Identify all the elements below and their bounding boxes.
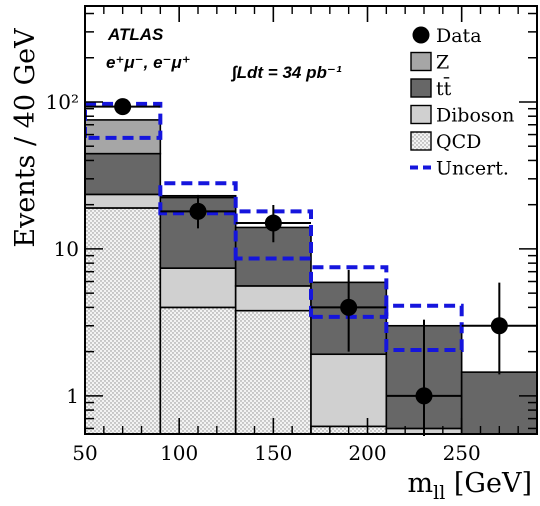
legend: Data Ztt̄ Diboson QCD Uncert. bbox=[410, 25, 514, 180]
x-tick-label: 250 bbox=[443, 441, 481, 465]
data-point bbox=[491, 317, 508, 334]
y-tick-label: 1 bbox=[66, 384, 79, 408]
legend-swatch-tt bbox=[411, 79, 431, 97]
legend-label-diboson: Diboson bbox=[436, 105, 514, 127]
bar-qcd bbox=[160, 307, 235, 436]
bar-diboson bbox=[85, 194, 160, 208]
data-point bbox=[265, 215, 282, 232]
y-tick-label: 10² bbox=[46, 90, 79, 114]
bar-diboson bbox=[160, 268, 235, 307]
legend-swatch-diboson bbox=[411, 106, 431, 124]
x-tick-label: 100 bbox=[160, 441, 198, 465]
data-point bbox=[114, 98, 131, 115]
lumi-label: ∫Ldt = 34 pb⁻¹ bbox=[230, 63, 342, 82]
channel-label: e⁺μ⁻, e⁻μ⁺ bbox=[106, 53, 191, 72]
data-point bbox=[340, 299, 357, 316]
legend-label-tt: tt̄ bbox=[436, 76, 452, 100]
x-tick-label: 50 bbox=[72, 441, 97, 465]
x-axis-label: mll [GeV] bbox=[408, 468, 532, 504]
legend-label-data: Data bbox=[436, 25, 482, 47]
bar-qcd bbox=[236, 311, 311, 436]
data-point bbox=[190, 203, 207, 220]
x-tick-label: 150 bbox=[254, 441, 292, 465]
legend-marker-data bbox=[413, 27, 430, 44]
bar-qcd bbox=[85, 208, 160, 436]
legend-label-uncert: Uncert. bbox=[436, 158, 509, 180]
y-axis-label: Events / 40 GeV bbox=[10, 28, 41, 248]
legend-label-qcd: QCD bbox=[436, 131, 481, 153]
legend-swatch-z bbox=[411, 53, 431, 71]
bar-t-t bbox=[85, 154, 160, 195]
y-tick-label: 10 bbox=[54, 237, 79, 261]
legend-swatch-qcd bbox=[411, 132, 431, 150]
bar-diboson bbox=[311, 354, 386, 426]
x-tick-label: 200 bbox=[348, 441, 386, 465]
experiment-label: ATLAS bbox=[107, 25, 164, 44]
data-point bbox=[416, 387, 433, 404]
legend-label-z: Z bbox=[436, 52, 449, 74]
bar-diboson bbox=[236, 286, 311, 311]
